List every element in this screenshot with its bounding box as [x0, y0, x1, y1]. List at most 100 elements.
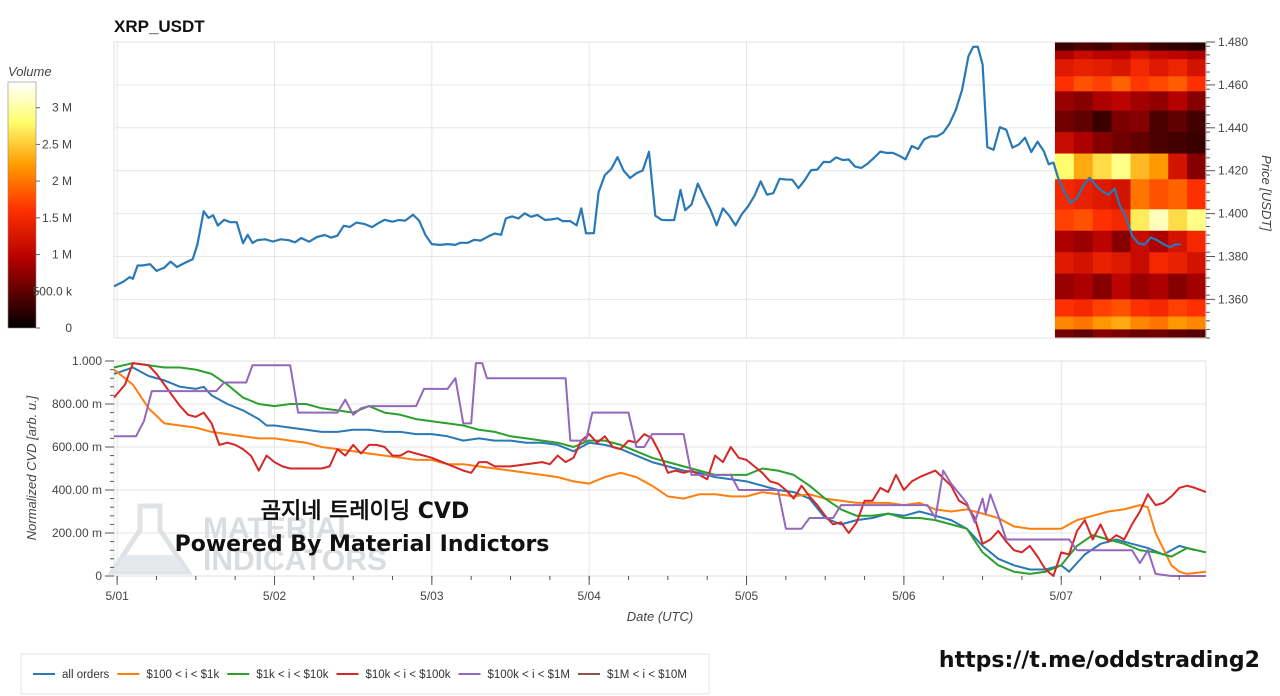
heatmap-cell: [1168, 252, 1188, 275]
heatmap-cell: [1092, 316, 1113, 331]
heatmap-cell: [1168, 76, 1188, 92]
price-grid: [114, 41, 1206, 338]
heatmap-cell: [1054, 273, 1075, 300]
heatmap-cell: [1130, 91, 1150, 112]
cvd-line-1k-i-10k: [113, 362, 1207, 575]
heatmap-cell: [1073, 209, 1094, 232]
cvd-x-tick-label: 5/02: [263, 589, 287, 603]
price-tick-label: 1.400: [1218, 207, 1248, 221]
heatmap-cell: [1187, 76, 1207, 92]
heatmap-cell: [1111, 59, 1132, 77]
heatmap-cell: [1168, 50, 1188, 60]
heatmap-cell: [1187, 50, 1207, 60]
heatmap-cell: [1092, 252, 1113, 275]
heatmap-cell: [1130, 76, 1150, 92]
cvd-x-tick-label: 5/03: [420, 589, 444, 603]
heatmap-cell: [1092, 76, 1113, 92]
heatmap-cell: [1073, 91, 1094, 112]
heatmap-cell: [1187, 91, 1207, 112]
heatmap-cell: [1149, 59, 1169, 77]
cvd-y-tick-label: 1.000: [72, 354, 102, 368]
cvd-y-tick-label: 800.00 m: [52, 397, 102, 411]
colorbar-tick-label: 2 M: [52, 174, 72, 188]
heatmap-cell: [1187, 110, 1207, 133]
heatmap-cell: [1111, 230, 1132, 253]
heatmap-cell: [1092, 110, 1113, 133]
heatmap-cell: [1149, 252, 1169, 275]
colorbar-gradient: [7, 81, 37, 329]
cvd-x-tick-label: 5/06: [892, 589, 916, 603]
flask-icon: [107, 503, 193, 575]
heatmap-cell: [1149, 273, 1169, 300]
cvd-series-lines: [113, 362, 1207, 577]
heatmap-cell: [1111, 153, 1132, 180]
heatmap-cell: [1073, 230, 1094, 253]
cvd-line-100k-i-1m: [114, 362, 1206, 577]
cvd-y-tick-label: 200.00 m: [52, 526, 102, 540]
heatmap-cell: [1073, 329, 1094, 339]
heatmap-cell: [1168, 230, 1188, 253]
heatmap-cell: [1130, 153, 1150, 180]
heatmap-cell: [1054, 110, 1075, 133]
price-plot-frame: [113, 41, 1207, 339]
heatmap-cell: [1111, 76, 1132, 92]
heatmap-cell: [1092, 273, 1113, 300]
heatmap-cell: [1168, 91, 1188, 112]
heatmap-cell: [1168, 273, 1188, 300]
heatmap-cell: [1111, 273, 1132, 300]
heatmap-cell: [1187, 252, 1207, 275]
heatmap-cell: [1149, 299, 1169, 318]
colorbar-ticks: 0 500.0 k 1 M 1.5 M 2 M 2.5 M 3 M: [33, 101, 73, 335]
cvd-plot-frame: [113, 360, 1207, 577]
heatmap-cell: [1092, 153, 1113, 180]
cvd-line-100-i-1k: [113, 368, 1207, 575]
heatmap-cell: [1187, 153, 1207, 180]
watermark-line-2: INDICATORS: [203, 544, 387, 577]
heatmap-cell: [1149, 50, 1169, 60]
heatmap-cell: [1168, 329, 1188, 339]
cvd-y-axis-label: Normalized CVD [arb. u.]: [24, 395, 39, 540]
heatmap-cell: [1092, 91, 1113, 112]
heatmap-cell: [1130, 42, 1150, 52]
heatmap-cell: [1130, 273, 1150, 300]
cvd-line-all-orders: [113, 366, 1196, 573]
heatmap-cell: [1073, 316, 1094, 331]
heatmap-cell: [1054, 252, 1075, 275]
cvd-y-ticks: 0 200.00 m 400.00 m 600.00 m 800.00 m 1.000: [52, 354, 114, 583]
cvd-y-tick-label: 600.00 m: [52, 440, 102, 454]
heatmap-cell: [1092, 59, 1113, 77]
heatmap-cell: [1168, 299, 1188, 318]
heatmap-cell: [1073, 132, 1094, 155]
heatmap-cell: [1073, 59, 1094, 77]
heatmap-cell: [1130, 252, 1150, 275]
heatmap-cell: [1073, 273, 1094, 300]
heatmap-cell: [1168, 42, 1188, 52]
heatmap-cell: [1073, 179, 1094, 210]
cvd-x-tick-label: 5/07: [1050, 589, 1074, 603]
heatmap-cell: [1130, 329, 1150, 339]
heatmap-cell: [1187, 316, 1207, 331]
price-axis-label: Price [USDT]: [1259, 155, 1274, 231]
legend-label: all orders: [62, 669, 110, 681]
heatmap-cell: [1149, 179, 1169, 210]
heatmap-cell: [1111, 179, 1132, 210]
heatmap-cell: [1168, 179, 1188, 210]
heatmap-cell: [1168, 153, 1188, 180]
heatmap-cell: [1054, 179, 1075, 210]
price-tick-label: 1.380: [1218, 249, 1248, 263]
heatmap-cell: [1073, 50, 1094, 60]
telegram-link[interactable]: https://t.me/oddstrading2: [939, 648, 1260, 673]
heatmap-cell: [1168, 316, 1188, 331]
heatmap-cell: [1073, 252, 1094, 275]
cvd-y-tick-label: 400.00 m: [52, 483, 102, 497]
colorbar-tick-label: 500.0 k: [33, 284, 73, 298]
heatmap-cell: [1073, 76, 1094, 92]
heatmap-cell: [1054, 50, 1075, 60]
cvd-x-tick-label: 5/04: [578, 589, 602, 603]
material-indicators-watermark: MATERIAL INDICATORS: [107, 503, 387, 577]
heatmap-cell: [1073, 110, 1094, 133]
heatmap-cell: [1054, 299, 1075, 318]
heatmap-cell: [1073, 42, 1094, 52]
cvd-line-10k-i-100k: [113, 362, 1207, 577]
